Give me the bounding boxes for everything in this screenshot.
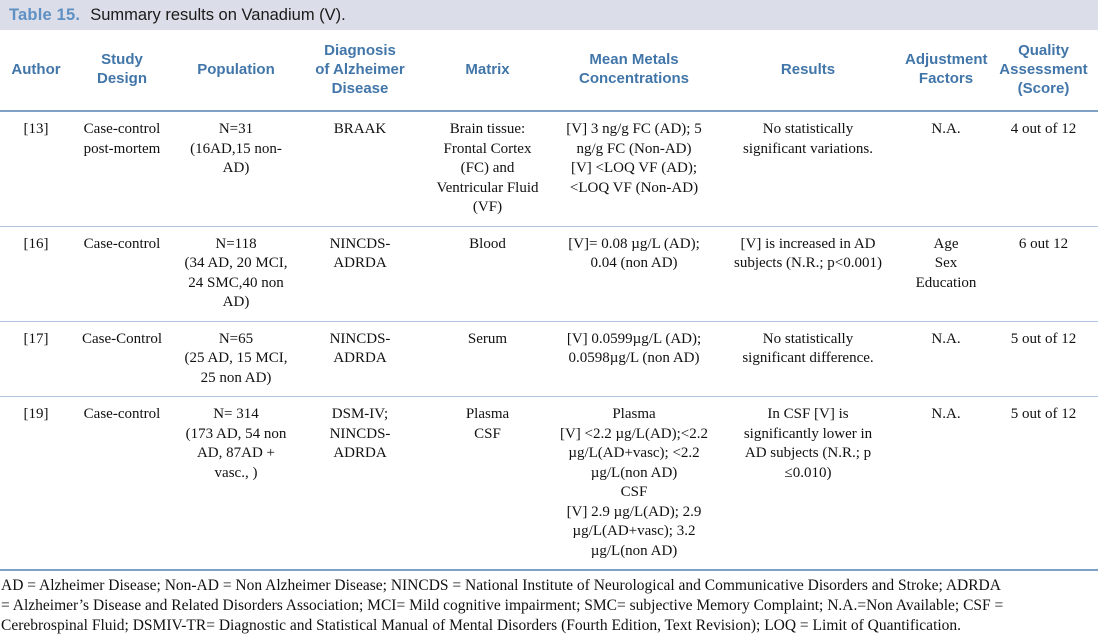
table-row: [13] Case-control post-mortem N=31 (16AD… [0, 111, 1098, 227]
cell-matrix: Brain tissue: Frontal Cortex (FC) and Ve… [436, 121, 539, 216]
cell-quality: 5 out of 12 [1010, 406, 1077, 423]
cell-study-design: Case-Control [82, 330, 162, 347]
table-footnote: AD = Alzheimer Disease; Non-AD = Non Alz… [1, 577, 1004, 634]
cell-mean-metals: [V] 3 ng/g FC (AD); 5 ng/g FC (Non-AD) [… [566, 121, 702, 196]
cell-study-design: Case-control [83, 235, 161, 252]
cell-study-design: Case-control post-mortem [83, 121, 161, 157]
cell-adjustment: N.A. [931, 406, 961, 423]
table-number: Table 15. [9, 5, 81, 24]
cell-study-design: Case-control [83, 406, 161, 423]
cell-results: No statistically significant variations. [743, 121, 873, 157]
column-header-matrix: Matrix [465, 60, 510, 78]
cell-matrix: Plasma CSF [465, 406, 510, 442]
column-header-adjustment: Adjustment Factors [905, 51, 988, 88]
cell-diagnosis: NINCDS- ADRDA [329, 330, 391, 367]
cell-matrix: Serum [467, 330, 508, 347]
table-caption: Summary results on Vanadium (V). [90, 5, 346, 24]
cell-quality: 5 out of 12 [1010, 330, 1077, 347]
cell-population: N=65 (25 AD, 15 MCI, 25 non AD) [184, 330, 288, 386]
table-header-row: Author Study Design Population Diagnosis… [0, 30, 1098, 112]
column-header-author: Author [11, 60, 61, 78]
cell-diagnosis: NINCDS- ADRDA [329, 235, 391, 272]
cell-diagnosis: DSM-IV; NINCDS- ADRDA [329, 406, 391, 462]
cell-mean-metals: Plasma [V] <2.2 µg/L(AD);<2.2 µg/L(AD+va… [559, 406, 709, 559]
column-header-quality: Quality Assessment (Score) [999, 42, 1088, 97]
column-header-diagnosis: Diagnosis of Alzheimer Disease [315, 42, 405, 97]
results-table: Author Study Design Population Diagnosis… [0, 30, 1098, 571]
cell-mean-metals: [V] 0.0599µg/L (AD); 0.0598µg/L (non AD) [566, 330, 702, 367]
table-row: [17] Case-Control N=65 (25 AD, 15 MCI, 2… [0, 321, 1098, 397]
cell-author: [16] [23, 235, 49, 252]
cell-author: [13] [23, 121, 49, 138]
cell-results: In CSF [V] is significantly lower in AD … [743, 406, 873, 481]
cell-author: [19] [23, 406, 49, 423]
column-header-population: Population [197, 60, 275, 78]
cell-results: No statistically significant difference. [742, 330, 874, 367]
table-row: [16] Case-control N=118 (34 AD, 20 MCI, … [0, 226, 1098, 322]
cell-adjustment: N.A. [931, 121, 961, 138]
column-header-results: Results [780, 60, 836, 78]
table-row: [19] Case-control N= 314 (173 AD, 54 non… [0, 397, 1098, 571]
cell-diagnosis: BRAAK [333, 121, 387, 138]
cell-author: [17] [23, 330, 49, 347]
column-header-study-design: Study Design [96, 51, 147, 88]
cell-adjustment: N.A. [931, 330, 961, 347]
cell-quality: 6 out 12 [1018, 235, 1069, 252]
table-caption-bar: Table 15. Summary results on Vanadium (V… [0, 0, 1098, 30]
cell-matrix: Blood [469, 235, 506, 252]
column-header-mean-metals: Mean Metals Concentrations [578, 51, 689, 88]
cell-population: N=31 (16AD,15 non- AD) [190, 121, 282, 177]
cell-population: N= 314 (173 AD, 54 non AD, 87AD + vasc.,… [185, 406, 287, 481]
cell-quality: 4 out of 12 [1010, 121, 1077, 138]
cell-adjustment: Age Sex Education [915, 235, 977, 291]
cell-population: N=118 (34 AD, 20 MCI, 24 SMC,40 non AD) [184, 235, 288, 311]
cell-results: [V] is increased in AD subjects (N.R.; p… [733, 235, 883, 272]
cell-mean-metals: [V]= 0.08 µg/L (AD); 0.04 (non AD) [568, 235, 700, 272]
